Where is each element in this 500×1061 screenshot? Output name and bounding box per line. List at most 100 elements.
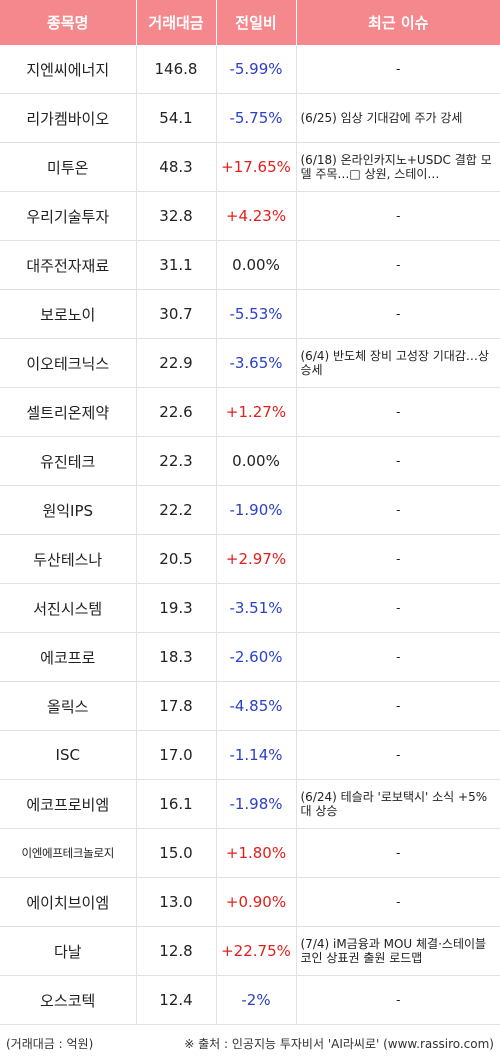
stock-table: 종목명 거래대금 전일비 최근 이슈 지엔씨에너지 146.8 -5.99% - 리가켐…: [0, 0, 500, 1025]
stock-name: 대주전자재료: [0, 240, 137, 290]
stock-name: 원익IPS: [0, 485, 137, 535]
recent-issue: (6/18) 온라인카지노+USDC 결합 모델 주목…□ 상원, 스테이…: [296, 142, 500, 192]
recent-issue: -: [296, 730, 500, 780]
recent-issue-text: (6/24) 테슬라 '로보택시' 소식 +5%대 상승: [300, 790, 488, 818]
recent-issue-text: -: [396, 895, 401, 909]
trade-amount: 22.3: [136, 436, 217, 486]
price-change: -4.85%: [216, 681, 297, 731]
recent-issue-text: (6/25) 임상 기대감에 주가 강세: [300, 111, 463, 125]
recent-issue: -: [296, 240, 500, 290]
recent-issue-text: -: [396, 405, 401, 419]
recent-issue-text: -: [396, 552, 401, 566]
stock-name: 서진시스템: [0, 583, 137, 633]
stock-name: 오스코텍: [0, 975, 137, 1025]
recent-issue: -: [296, 534, 500, 584]
trade-amount: 54.1: [136, 93, 217, 143]
trade-amount: 18.3: [136, 632, 217, 682]
recent-issue-text: (6/4) 반도체 장비 고성장 기대감…상승세: [300, 349, 489, 377]
trade-amount: 19.3: [136, 583, 217, 633]
price-change: -2%: [216, 975, 297, 1025]
header-row: 종목명 거래대금 전일비 최근 이슈: [0, 0, 500, 45]
price-change: -1.14%: [216, 730, 297, 780]
stock-name: 올릭스: [0, 681, 137, 731]
table-row: 에코프로 18.3 -2.60% -: [0, 632, 500, 682]
stock-name: 미투온: [0, 142, 137, 192]
recent-issue-text: -: [396, 503, 401, 517]
trade-amount: 146.8: [136, 45, 217, 94]
price-change: +1.27%: [216, 387, 297, 437]
table-row: 셀트리온제약 22.6 +1.27% -: [0, 387, 500, 437]
recent-issue-text: -: [396, 993, 401, 1007]
table-row: ISC 17.0 -1.14% -: [0, 730, 500, 780]
price-change: +0.90%: [216, 877, 297, 927]
trade-amount: 12.4: [136, 975, 217, 1025]
price-change: -1.98%: [216, 779, 297, 829]
stock-name: 유진테크: [0, 436, 137, 486]
table-row: 다날 12.8 +22.75% (7/4) iM금융과 MOU 체결·스테이블코인 상…: [0, 926, 500, 976]
table-row: 지엔씨에너지 146.8 -5.99% -: [0, 45, 500, 94]
recent-issue: (6/25) 임상 기대감에 주가 강세: [296, 93, 500, 143]
recent-issue: -: [296, 681, 500, 731]
stock-name: 이오테크닉스: [0, 338, 137, 388]
trade-amount: 22.9: [136, 338, 217, 388]
footer-source: ※ 출처 : 인공지능 투자비서 'AI라씨로' (www.rassiro.co…: [184, 1036, 494, 1051]
trade-amount: 22.2: [136, 485, 217, 535]
trade-amount: 32.8: [136, 191, 217, 241]
price-change: 0.00%: [216, 240, 297, 290]
price-change: -3.65%: [216, 338, 297, 388]
trade-amount: 17.0: [136, 730, 217, 780]
price-change: -5.53%: [216, 289, 297, 339]
table-row: 이오테크닉스 22.9 -3.65% (6/4) 반도체 장비 고성장 기대감…상승세: [0, 338, 500, 388]
recent-issue: -: [296, 387, 500, 437]
footer: (거래대금 : 억원) ※ 출처 : 인공지능 투자비서 'AI라씨로' (ww…: [0, 1025, 500, 1061]
stock-name: 에코프로비엠: [0, 779, 137, 829]
recent-issue-text: -: [396, 650, 401, 664]
price-change: 0.00%: [216, 436, 297, 486]
trade-amount: 22.6: [136, 387, 217, 437]
recent-issue-text: (7/4) iM금융과 MOU 체결·스테이블코인 상표권 출원 로드맵: [300, 937, 487, 965]
table-row: 올릭스 17.8 -4.85% -: [0, 681, 500, 731]
price-change: +4.23%: [216, 191, 297, 241]
recent-issue-text: -: [396, 62, 401, 76]
stock-name: 이엔에프테크놀로지: [0, 828, 137, 878]
table-row: 대주전자재료 31.1 0.00% -: [0, 240, 500, 290]
recent-issue: (7/4) iM금융과 MOU 체결·스테이블코인 상표권 출원 로드맵: [296, 926, 500, 976]
table-row: 에코프로비엠 16.1 -1.98% (6/24) 테슬라 '로보택시' 소식 +5%…: [0, 779, 500, 829]
footer-unit-note: (거래대금 : 억원): [6, 1036, 94, 1051]
trade-amount: 13.0: [136, 877, 217, 927]
stock-name: 에이치브이엠: [0, 877, 137, 927]
table-row: 우리기술투자 32.8 +4.23% -: [0, 191, 500, 241]
table-row: 미투온 48.3 +17.65% (6/18) 온라인카지노+USDC 결합 모델 주…: [0, 142, 500, 192]
table-row: 두산테스나 20.5 +2.97% -: [0, 534, 500, 584]
table-body: 지엔씨에너지 146.8 -5.99% - 리가켐바이오 54.1 -5.75% (6/25)…: [0, 45, 500, 1025]
recent-issue-text: -: [396, 846, 401, 860]
recent-issue: -: [296, 45, 500, 94]
recent-issue-text: -: [396, 307, 401, 321]
stock-name: 지엔씨에너지: [0, 45, 137, 94]
price-change: -3.51%: [216, 583, 297, 633]
recent-issue: (6/24) 테슬라 '로보택시' 소식 +5%대 상승: [296, 779, 500, 829]
trade-amount: 16.1: [136, 779, 217, 829]
table-row: 유진테크 22.3 0.00% -: [0, 436, 500, 486]
stock-name: 우리기술투자: [0, 191, 137, 241]
trade-amount: 20.5: [136, 534, 217, 584]
price-change: -2.60%: [216, 632, 297, 682]
stock-name: ISC: [0, 730, 137, 780]
header-amount: 거래대금: [136, 0, 217, 45]
recent-issue: -: [296, 828, 500, 878]
table-row: 이엔에프테크놀로지 15.0 +1.80% -: [0, 828, 500, 878]
price-change: -1.90%: [216, 485, 297, 535]
recent-issue-text: -: [396, 209, 401, 223]
price-change: -5.75%: [216, 93, 297, 143]
recent-issue: -: [296, 191, 500, 241]
trade-amount: 12.8: [136, 926, 217, 976]
price-change: +2.97%: [216, 534, 297, 584]
price-change: +1.80%: [216, 828, 297, 878]
stock-name: 리가켐바이오: [0, 93, 137, 143]
recent-issue: -: [296, 877, 500, 927]
recent-issue-text: -: [396, 601, 401, 615]
header-change: 전일비: [216, 0, 297, 45]
stock-name: 보로노이: [0, 289, 137, 339]
recent-issue: -: [296, 975, 500, 1025]
recent-issue: -: [296, 289, 500, 339]
